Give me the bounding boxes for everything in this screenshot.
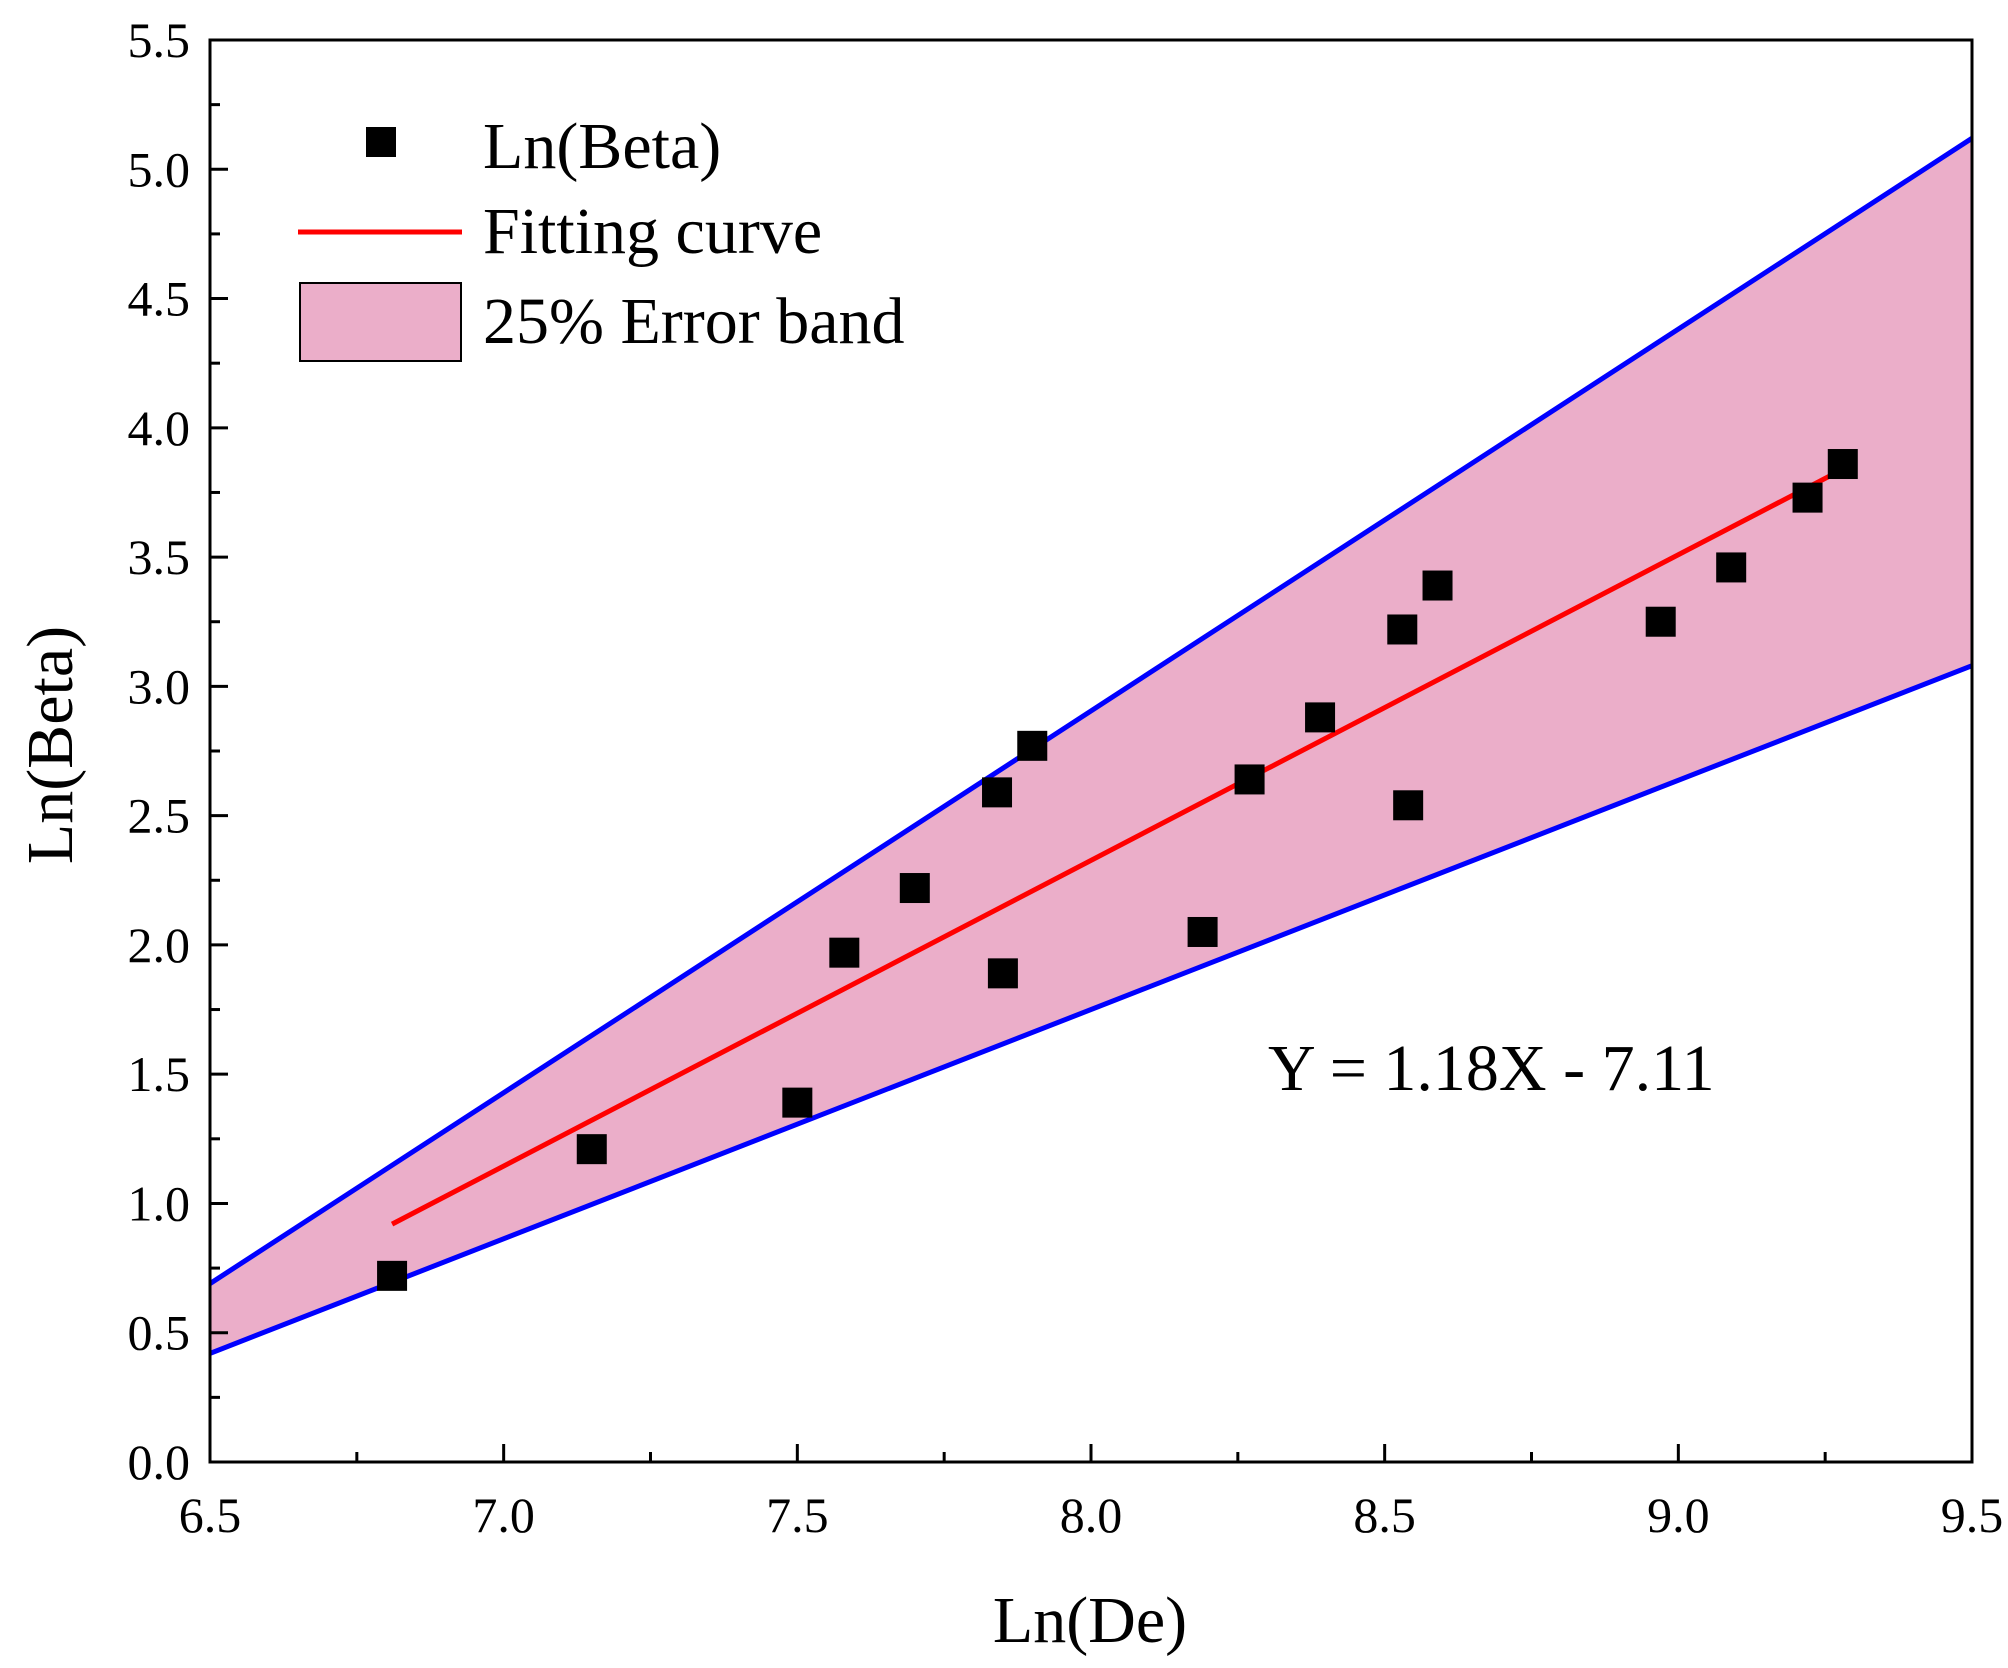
tick-marks [208,38,1974,1464]
x-tick-label: 9.5 [1941,1487,2004,1543]
data-point [1645,606,1676,637]
data-point [982,777,1013,808]
x-tick-label: 8.5 [1353,1487,1416,1543]
x-tick-label: 8.0 [1060,1487,1123,1543]
data-point [576,1134,607,1165]
x-axis-title: Ln(De) [993,1584,1187,1657]
y-tick-label: 4.0 [128,400,191,456]
data-point [987,958,1018,989]
data-point [899,873,930,904]
legend: Ln(Beta) Fitting curve 25% Error band [298,110,905,362]
fit-line-layer [390,466,1844,1227]
legend-marker-scatter [366,127,396,157]
y-tick-label: 2.0 [128,917,191,973]
y-tick-labels: 0.0 0.5 1.0 1.5 2.0 2.5 3.0 3.5 4.0 4.5 5.0 5.5 [128,12,191,1490]
y-tick-label: 4.5 [128,271,191,327]
data-point [1234,764,1265,795]
scatter-points-layer [377,449,1858,1291]
data-point [1422,570,1453,601]
data-point [782,1087,813,1118]
data-point [1716,552,1747,583]
data-point [1827,449,1858,480]
y-tick-label: 5.5 [128,12,191,68]
y-tick-label: 2.5 [128,788,191,844]
data-point [377,1260,408,1291]
data-point [1792,482,1823,513]
x-tick-label: 9.0 [1647,1487,1710,1543]
x-tick-label: 7.0 [472,1487,535,1543]
x-tick-label: 6.5 [179,1487,242,1543]
y-tick-label: 0.5 [128,1305,191,1361]
legend-marker-band [299,282,462,362]
error-band-upper-line [208,136,1974,1286]
data-point [1387,614,1418,645]
data-point [829,937,860,968]
y-tick-label: 5.0 [128,141,191,197]
data-point [1017,730,1048,761]
y-tick-label: 1.0 [128,1175,191,1231]
fitting-curve [390,466,1844,1227]
y-axis-title: Ln(Beta) [14,626,87,864]
x-tick-label: 7.5 [766,1487,829,1543]
error-band-fill [210,138,1972,1354]
x-tick-labels: 6.5 7.0 7.5 8.0 8.5 9.0 9.5 [179,1487,2004,1543]
data-point [1305,702,1336,733]
error-band-lower-line [209,663,1973,1356]
y-tick-label: 0.0 [128,1434,191,1490]
legend-label-fit: Fitting curve [483,195,822,268]
legend-label-scatter: Ln(Beta) [483,110,721,183]
equation-annotation: Y = 1.18X - 7.11 [1268,1032,1715,1105]
data-point [1393,790,1424,821]
y-tick-label: 3.0 [128,658,191,714]
data-point [1187,916,1218,947]
error-band-layer [208,136,1974,1356]
y-tick-label: 1.5 [128,1046,191,1102]
legend-label-band: 25% Error band [483,285,905,358]
y-tick-label: 3.5 [128,529,191,585]
